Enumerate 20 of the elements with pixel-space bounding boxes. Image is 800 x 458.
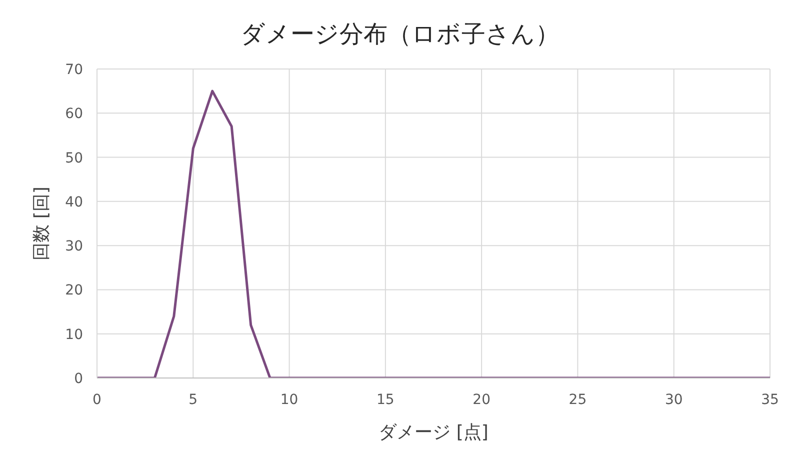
x-tick-label: 35 [761,392,779,408]
x-axis-title: ダメージ [点] [378,422,488,443]
y-tick-label: 60 [65,106,83,122]
x-tick-label: 15 [376,392,394,408]
x-tick-label: 0 [92,392,102,408]
chart-title: ダメージ分布（ロボ子さん） [240,19,560,50]
x-tick-label: 5 [188,392,198,408]
line-series [97,90,770,378]
y-tick-label: 20 [65,282,83,299]
y-tick-label: 30 [65,238,83,255]
y-tick-label: 50 [65,150,83,166]
y-axis-title: 回数 [回] [30,186,52,260]
y-tick-label: 10 [65,326,83,343]
x-tick-label: 30 [664,392,683,408]
y-tick-label: 0 [74,370,83,387]
x-tick-label: 10 [280,392,298,408]
x-tick-label: 20 [472,392,490,408]
y-tick-label: 70 [65,62,83,78]
y-tick-label: 40 [65,194,83,210]
x-tick-label: 25 [568,392,587,408]
